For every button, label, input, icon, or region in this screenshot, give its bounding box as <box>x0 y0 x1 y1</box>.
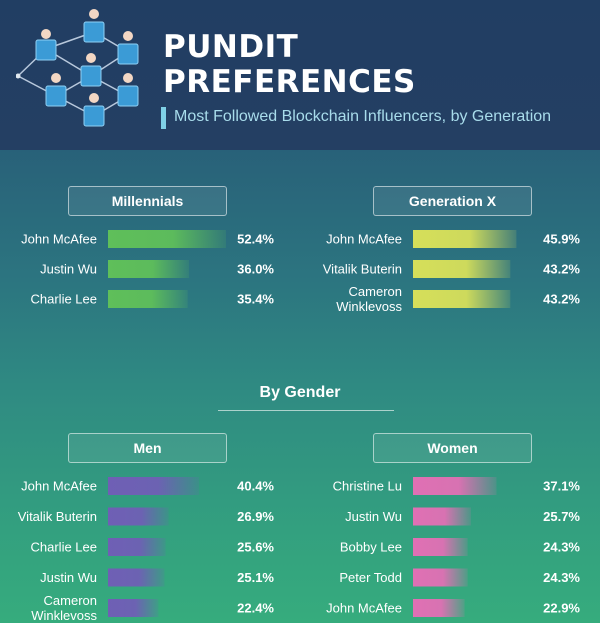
women-bar-2 <box>413 507 471 526</box>
millennials-bar-3 <box>108 290 188 308</box>
men-label-2: Vitalik Buterin <box>18 509 97 524</box>
women-label-2: Justin Wu <box>345 509 402 524</box>
title-line-1: PUNDIT <box>163 29 299 65</box>
men-value-4: 25.1% <box>237 570 274 585</box>
blockchain-network-icon <box>16 9 139 127</box>
millennials-value-1: 52.4% <box>237 232 274 247</box>
women-bar-1 <box>413 477 497 495</box>
millennials-label-3: Charlie Lee <box>31 292 98 307</box>
men-value-1: 40.4% <box>237 479 274 494</box>
men-label-5: Cameron Winklevoss <box>31 593 97 623</box>
millennials-value-3: 35.4% <box>237 292 274 307</box>
women-label-5: John McAfee <box>326 601 402 616</box>
men-heading: Men <box>68 433 227 463</box>
women-heading: Women <box>373 433 532 463</box>
millennials-label-1: John McAfee <box>21 232 97 247</box>
men-value-3: 25.6% <box>237 540 274 555</box>
title-line-2: PREFERENCES <box>163 64 416 100</box>
men-bar-5 <box>108 599 159 617</box>
men-bar-3 <box>108 538 166 556</box>
women-label-4: Peter Todd <box>339 570 402 585</box>
women-value-5: 22.9% <box>543 601 580 616</box>
page-subtitle: Most Followed Blockchain Influencers, by… <box>174 108 552 125</box>
millennials-label-2: Justin Wu <box>40 262 97 277</box>
by-gender-title: By Gender <box>259 384 341 401</box>
women-value-2: 25.7% <box>543 509 580 524</box>
women-bar-3 <box>413 538 468 556</box>
women-bar-4 <box>413 568 468 587</box>
women-value-1: 37.1% <box>543 479 580 494</box>
women-bar-5 <box>413 599 465 617</box>
men-label-1: John McAfee <box>21 479 97 494</box>
women-label-1: Christine Lu <box>333 479 402 494</box>
generation-x-value-3: 43.2% <box>543 292 580 307</box>
generation-x-bar-1 <box>413 230 517 248</box>
subtitle-accent <box>161 107 166 129</box>
men-bar-1 <box>108 477 199 495</box>
men-bar-4 <box>108 568 165 587</box>
generation-x-value-2: 43.2% <box>543 262 580 277</box>
by-gender-divider <box>218 410 394 411</box>
men-value-2: 26.9% <box>237 509 274 524</box>
millennials-bar-1 <box>108 230 226 248</box>
generation-x-label-2: Vitalik Buterin <box>323 262 402 277</box>
men-value-5: 22.4% <box>237 601 274 616</box>
header-banner: PUNDIT PREFERENCES Most Followed Blockch… <box>0 0 600 150</box>
women-value-4: 24.3% <box>543 570 580 585</box>
generation-x-bar-2 <box>413 260 511 278</box>
generation-x-label-3: Cameron Winklevoss <box>336 284 402 314</box>
page-title: PUNDIT PREFERENCES <box>163 30 416 100</box>
millennials-bar-2 <box>108 260 190 278</box>
men-label-3: Charlie Lee <box>31 540 98 555</box>
millennials-value-2: 36.0% <box>237 262 274 277</box>
women-value-3: 24.3% <box>543 540 580 555</box>
generation-x-heading: Generation X <box>373 186 532 216</box>
generation-x-value-1: 45.9% <box>543 232 580 247</box>
generation-x-label-1: John McAfee <box>326 232 402 247</box>
women-label-3: Bobby Lee <box>340 540 402 555</box>
millennials-heading: Millennials <box>68 186 227 216</box>
generation-x-bar-3 <box>413 290 511 308</box>
men-bar-2 <box>108 507 169 526</box>
men-label-4: Justin Wu <box>40 570 97 585</box>
